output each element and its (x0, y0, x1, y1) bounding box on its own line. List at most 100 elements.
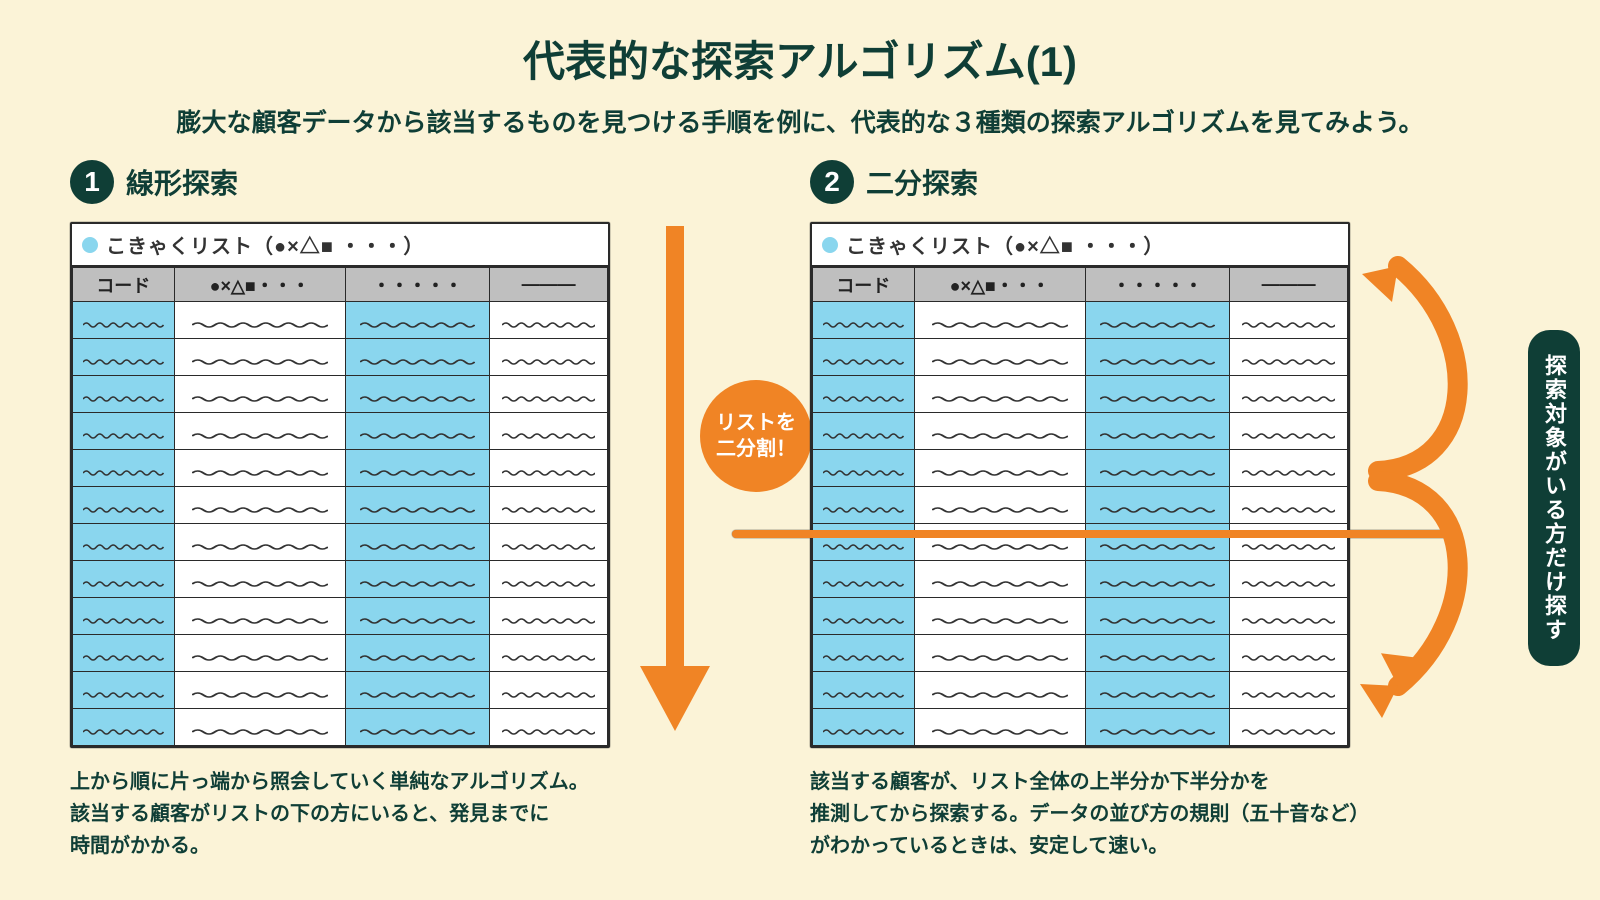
table-header: コード (73, 268, 175, 302)
table-row (813, 302, 1348, 339)
table-cell (73, 709, 175, 746)
table-row (73, 672, 608, 709)
bubble-text: リストを二分割！ (716, 410, 796, 462)
table-cell (174, 302, 345, 339)
table-cell (1085, 672, 1229, 709)
table-cell (490, 302, 608, 339)
table-cell (1230, 302, 1348, 339)
page-title: 代表的な探索アルゴリズム(1) (0, 0, 1600, 89)
table-2: こきゃくリスト（●×△■ ・・・） コード●×△■・・・・・・・・——— (810, 222, 1350, 748)
table-row (73, 413, 608, 450)
table-cell (345, 487, 489, 524)
table-cell (73, 302, 175, 339)
table-cell (174, 450, 345, 487)
table-cell (1230, 450, 1348, 487)
table-row (73, 561, 608, 598)
table-cell (1085, 302, 1229, 339)
table-2-titlebar: こきゃくリスト（●×△■ ・・・） (812, 224, 1348, 267)
table-cell (914, 376, 1085, 413)
table-cell (174, 413, 345, 450)
table-cell (1085, 709, 1229, 746)
table-cell (345, 413, 489, 450)
table-cell (345, 598, 489, 635)
table-cell (73, 635, 175, 672)
page-subtitle: 膨大な顧客データから該当するものを見つける手順を例に、代表的な３種類の探索アルゴ… (0, 103, 1600, 139)
table-cell (345, 302, 489, 339)
table-cell (345, 524, 489, 561)
table-row (813, 487, 1348, 524)
table-row (813, 413, 1348, 450)
table-header: ・・・・・ (1085, 268, 1229, 302)
table-row (73, 487, 608, 524)
table-cell (1230, 598, 1348, 635)
table-cell (1085, 339, 1229, 376)
table-row (73, 302, 608, 339)
table-row (813, 635, 1348, 672)
table-cell (490, 561, 608, 598)
table-cell (174, 524, 345, 561)
table-cell (174, 709, 345, 746)
dot-icon (822, 237, 838, 253)
table-cell (174, 561, 345, 598)
table-cell (1230, 339, 1348, 376)
desc-1: 上から順に片っ端から照会していく単純なアルゴリズム。 該当する顧客がリストの下の… (70, 766, 670, 862)
table-row (73, 598, 608, 635)
badge-2: 2 (810, 160, 854, 204)
table-cell (813, 413, 915, 450)
table-cell (813, 339, 915, 376)
heading-1-text: 線形探索 (126, 162, 238, 202)
table-cell (914, 672, 1085, 709)
table-row (73, 709, 608, 746)
table-row (813, 450, 1348, 487)
table-cell (174, 487, 345, 524)
table-cell (813, 598, 915, 635)
table-cell (490, 413, 608, 450)
table-cell (1085, 450, 1229, 487)
vertical-note: 探索対象がいる方だけ探す (1528, 330, 1580, 666)
table-row (73, 450, 608, 487)
table-cell (490, 598, 608, 635)
table-row (813, 339, 1348, 376)
down-arrow-icon (630, 226, 720, 736)
table-header: コード (813, 268, 915, 302)
panel-binary-search: 2 二分探索 こきゃくリスト（●×△■ ・・・） コード●×△■・・・・・・・・… (810, 160, 1510, 862)
table-cell (813, 450, 915, 487)
data-table-1: コード●×△■・・・・・・・・——— (72, 267, 608, 746)
table-cell (1085, 598, 1229, 635)
table-cell (813, 635, 915, 672)
table-cell (1085, 561, 1229, 598)
table-header: ——— (1230, 268, 1348, 302)
table-cell (174, 672, 345, 709)
table-cell (914, 413, 1085, 450)
table-row (73, 339, 608, 376)
table-row (813, 709, 1348, 746)
table-cell (490, 672, 608, 709)
table-cell (914, 450, 1085, 487)
dot-icon (82, 237, 98, 253)
table-cell (813, 561, 915, 598)
heading-2-text: 二分探索 (866, 162, 978, 202)
split-bubble: リストを二分割！ (700, 380, 812, 492)
table-cell (490, 635, 608, 672)
heading-1: 1 線形探索 (70, 160, 770, 204)
table-cell (490, 709, 608, 746)
table-row (813, 376, 1348, 413)
table-cell (73, 487, 175, 524)
table-cell (1230, 635, 1348, 672)
table-row (813, 672, 1348, 709)
table-cell (174, 635, 345, 672)
table-cell (1085, 635, 1229, 672)
table-header: ●×△■・・・ (914, 268, 1085, 302)
panel-linear-search: 1 線形探索 こきゃくリスト（●×△■ ・・・） コード●×△■・・・・・・・・… (70, 160, 770, 862)
table-row (73, 524, 608, 561)
desc-2: 該当する顧客が、リスト全体の上半分か下半分かを 推測してから探索する。データの並… (810, 766, 1410, 862)
table-cell (914, 487, 1085, 524)
table-1: こきゃくリスト（●×△■ ・・・） コード●×△■・・・・・・・・——— (70, 222, 610, 748)
table-cell (914, 635, 1085, 672)
table-cell (1230, 561, 1348, 598)
table-cell (73, 339, 175, 376)
table-row (73, 635, 608, 672)
table-cell (1230, 413, 1348, 450)
table-cell (345, 450, 489, 487)
table-cell (1230, 487, 1348, 524)
